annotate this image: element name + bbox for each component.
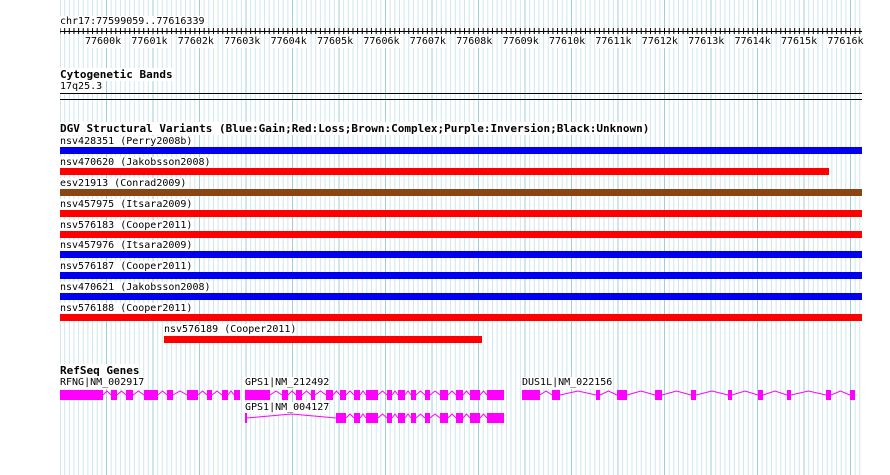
gene-model-dus1l[interactable] (522, 390, 855, 400)
ruler-position-label: chr17:77599059..77616339 (60, 16, 205, 28)
dgv-variant-label[interactable]: esv21913 (Conrad2009) (60, 178, 187, 190)
ruler-line (60, 31, 862, 32)
refseq-gene-models[interactable] (0, 375, 890, 430)
ruler-tick-label: 77608k (456, 36, 493, 48)
dgv-variant-bar[interactable] (60, 168, 829, 175)
gene-label-gps1-nm004127[interactable]: GPS1|NM_004127 (245, 402, 330, 414)
gene-model-rfng[interactable] (60, 390, 240, 400)
dgv-variant-bar[interactable] (60, 210, 862, 217)
dgv-variant-label[interactable]: nsv576183 (Cooper2011) (60, 220, 193, 232)
ruler-tick-label: 77611k (595, 36, 632, 48)
ruler-tick-label: 77604k (270, 36, 307, 48)
dgv-variant-label[interactable]: nsv457976 (Itsara2009) (60, 240, 193, 252)
dgv-variant-label[interactable]: nsv428351 (Perry2008b) (60, 136, 193, 148)
gene-label-rfng[interactable]: RFNG|NM_002917 (60, 377, 145, 389)
dgv-variant-label[interactable]: nsv576187 (Cooper2011) (60, 261, 193, 273)
dgv-variant-label[interactable]: nsv470620 (Jakobsson2008) (60, 157, 211, 169)
dgv-variant-bar[interactable] (60, 147, 862, 154)
ruler-scale[interactable]: 77600k 77601k 77602k 77603k 77604k 77605k 7760… (60, 26, 864, 48)
cytoband-line-top (60, 93, 862, 94)
ruler-tick-label: 77609k (502, 36, 539, 48)
cytoband-track-title: Cytogenetic Bands (60, 68, 173, 81)
dgv-variant-label[interactable]: nsv457975 (Itsara2009) (60, 199, 193, 211)
dgv-variant-bar[interactable] (60, 189, 862, 196)
ruler-tick-label: 77601k (131, 36, 168, 48)
ruler-tick-label: 77615k (781, 36, 818, 48)
dgv-variant-label[interactable]: nsv576188 (Cooper2011) (60, 303, 193, 315)
dgv-variant-bar[interactable] (164, 336, 482, 343)
ruler-tick-label: 77602k (177, 36, 214, 48)
dgv-variant-bar[interactable] (60, 231, 862, 238)
ruler-tick-label: 77603k (224, 36, 261, 48)
ruler-tick-label: 77600k (85, 36, 122, 48)
dgv-variant-label[interactable]: nsv470621 (Jakobsson2008) (60, 282, 211, 294)
cytoband-line-bottom (60, 99, 862, 100)
dgv-variant-bar[interactable] (60, 272, 862, 279)
ruler-tick-label: 77607k (409, 36, 446, 48)
ruler-tick-label: 77610k (549, 36, 586, 48)
gene-model-gps1-nm004127[interactable] (245, 413, 504, 423)
dgv-track-title: DGV Structural Variants (Blue:Gain;Red:L… (60, 122, 650, 135)
ruler-tick-label: 77606k (363, 36, 400, 48)
ruler-tick-label: 77612k (641, 36, 678, 48)
ruler-tick-label: 77613k (688, 36, 725, 48)
gene-model-gps1-nm212492[interactable] (245, 390, 504, 400)
refseq-track-title: RefSeq Genes (60, 364, 140, 377)
gene-label-dus1l[interactable]: DUS1L|NM_022156 (522, 377, 613, 389)
ruler-tick-label: 77605k (317, 36, 354, 48)
ruler-tick-label: 77614k (734, 36, 771, 48)
ruler-tick-label: 77616k (827, 36, 864, 48)
dgv-variant-label[interactable]: nsv576189 (Cooper2011) (164, 324, 297, 336)
dgv-variant-bar[interactable] (60, 314, 862, 321)
cytoband-label: 17q25.3 (60, 81, 103, 93)
gene-label-gps1-nm212492[interactable]: GPS1|NM_212492 (245, 377, 330, 389)
dgv-variant-bar[interactable] (60, 293, 862, 300)
dgv-variant-bar[interactable] (60, 251, 862, 258)
